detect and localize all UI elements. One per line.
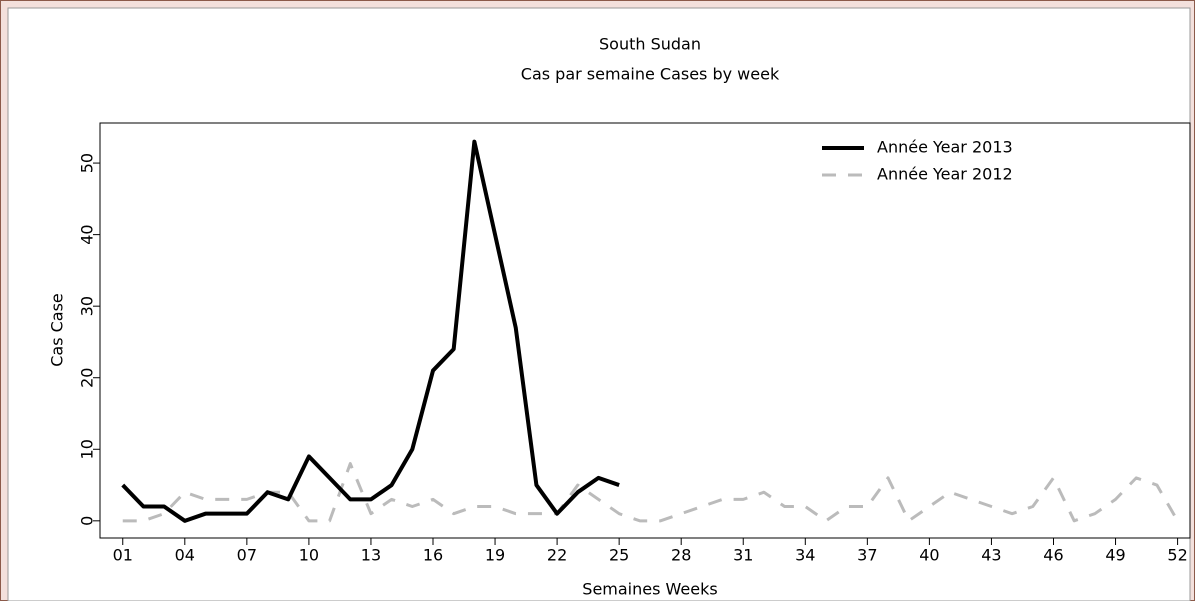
- x-tick-label: 28: [671, 546, 691, 565]
- x-tick-label: 37: [857, 546, 877, 565]
- x-tick-label: 19: [485, 546, 505, 565]
- x-tick-label: 10: [299, 546, 319, 565]
- x-tick-label: 22: [547, 546, 567, 565]
- x-tick-label: 04: [175, 546, 195, 565]
- panel: [7, 7, 1191, 601]
- x-tick-label: 25: [609, 546, 629, 565]
- series-line: [122, 462, 1179, 523]
- chart-subtitle: Cas par semaine Cases by week: [521, 65, 780, 84]
- y-tick-label: 30: [78, 296, 97, 316]
- y-axis-label: Cas Case: [48, 293, 67, 367]
- series-line: [121, 139, 620, 523]
- y-tick-label: 50: [78, 153, 97, 173]
- y-tick-label: 0: [78, 516, 97, 526]
- x-tick-label: 01: [113, 546, 133, 565]
- plot-area: [99, 122, 1191, 539]
- y-tick-label: 20: [78, 368, 97, 388]
- x-axis-label: Semaines Weeks: [582, 580, 717, 599]
- x-tick-label: 52: [1167, 546, 1187, 565]
- y-tick-label: 10: [78, 439, 97, 459]
- y-tick-label: 40: [78, 224, 97, 244]
- chart-title: South Sudan: [599, 35, 701, 54]
- x-tick-label: 13: [361, 546, 381, 565]
- x-tick-label: 07: [237, 546, 257, 565]
- x-tick-label: 31: [733, 546, 753, 565]
- legend-label: Année Year 2013: [877, 138, 1013, 157]
- legend-label: Année Year 2012: [877, 165, 1013, 184]
- x-tick-label: 43: [981, 546, 1001, 565]
- x-tick-label: 40: [919, 546, 939, 565]
- x-tick-label: 16: [423, 546, 443, 565]
- x-tick-label: 46: [1043, 546, 1063, 565]
- x-tick-label: 49: [1105, 546, 1125, 565]
- x-tick-label: 34: [795, 546, 815, 565]
